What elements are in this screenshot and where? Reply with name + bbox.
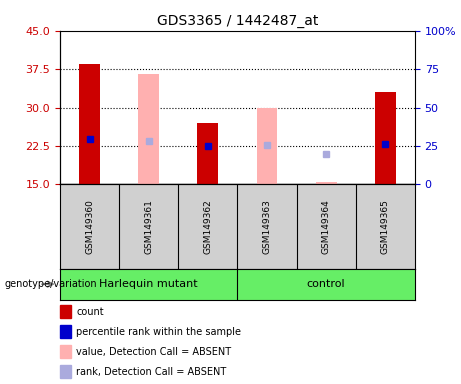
Bar [257, 108, 278, 184]
Text: genotype/variation: genotype/variation [5, 279, 97, 289]
Text: GSM149363: GSM149363 [262, 199, 272, 254]
Bar [197, 123, 218, 184]
Text: GSM149364: GSM149364 [322, 199, 331, 254]
Bar [316, 182, 337, 184]
Bar [79, 64, 100, 184]
Bar [375, 92, 396, 184]
Text: control: control [307, 279, 345, 289]
Text: percentile rank within the sample: percentile rank within the sample [76, 327, 241, 337]
Title: GDS3365 / 1442487_at: GDS3365 / 1442487_at [157, 14, 318, 28]
Text: GSM149362: GSM149362 [203, 199, 213, 254]
Text: GSM149361: GSM149361 [144, 199, 153, 254]
Text: Harlequin mutant: Harlequin mutant [100, 279, 198, 289]
Text: GSM149365: GSM149365 [381, 199, 390, 254]
Text: count: count [76, 307, 104, 317]
Bar [138, 74, 159, 184]
Text: value, Detection Call = ABSENT: value, Detection Call = ABSENT [76, 347, 231, 357]
Text: rank, Detection Call = ABSENT: rank, Detection Call = ABSENT [76, 367, 226, 377]
Text: GSM149360: GSM149360 [85, 199, 94, 254]
